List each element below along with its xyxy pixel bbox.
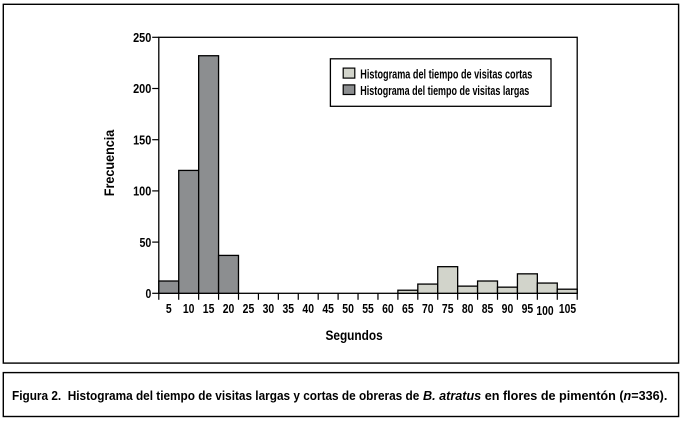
svg-text:60: 60 (382, 301, 394, 316)
svg-text:200: 200 (133, 81, 151, 96)
svg-text:80: 80 (462, 301, 474, 316)
svg-text:50: 50 (342, 301, 354, 316)
svg-text:90: 90 (502, 301, 514, 316)
svg-text:35: 35 (283, 301, 295, 316)
svg-text:50: 50 (140, 235, 152, 250)
svg-text:150: 150 (133, 132, 151, 147)
svg-text:Frecuencia: Frecuencia (101, 130, 117, 197)
svg-text:0: 0 (146, 286, 152, 301)
svg-text:Histograma del tiempo de visit: Histograma del tiempo de visitas cortas (360, 67, 532, 81)
svg-text:95: 95 (522, 301, 534, 316)
svg-text:70: 70 (422, 301, 434, 316)
svg-text:250: 250 (133, 30, 151, 45)
svg-text:30: 30 (263, 301, 275, 316)
svg-text:5: 5 (166, 301, 172, 316)
svg-text:65: 65 (402, 301, 414, 316)
svg-text:55: 55 (362, 301, 374, 316)
svg-text:75: 75 (442, 301, 454, 316)
svg-text:15: 15 (203, 301, 215, 316)
svg-text:40: 40 (302, 301, 314, 316)
svg-text:10: 10 (183, 301, 195, 316)
svg-text:Segundos: Segundos (325, 327, 382, 343)
svg-text:105: 105 (559, 301, 576, 316)
svg-text:85: 85 (482, 301, 494, 316)
svg-text:Histograma del tiempo de visit: Histograma del tiempo de visitas largas (360, 84, 529, 98)
svg-text:100: 100 (536, 303, 553, 318)
svg-text:20: 20 (223, 301, 235, 316)
svg-text:100: 100 (133, 184, 151, 199)
svg-text:25: 25 (243, 301, 255, 316)
svg-text:45: 45 (322, 301, 334, 316)
